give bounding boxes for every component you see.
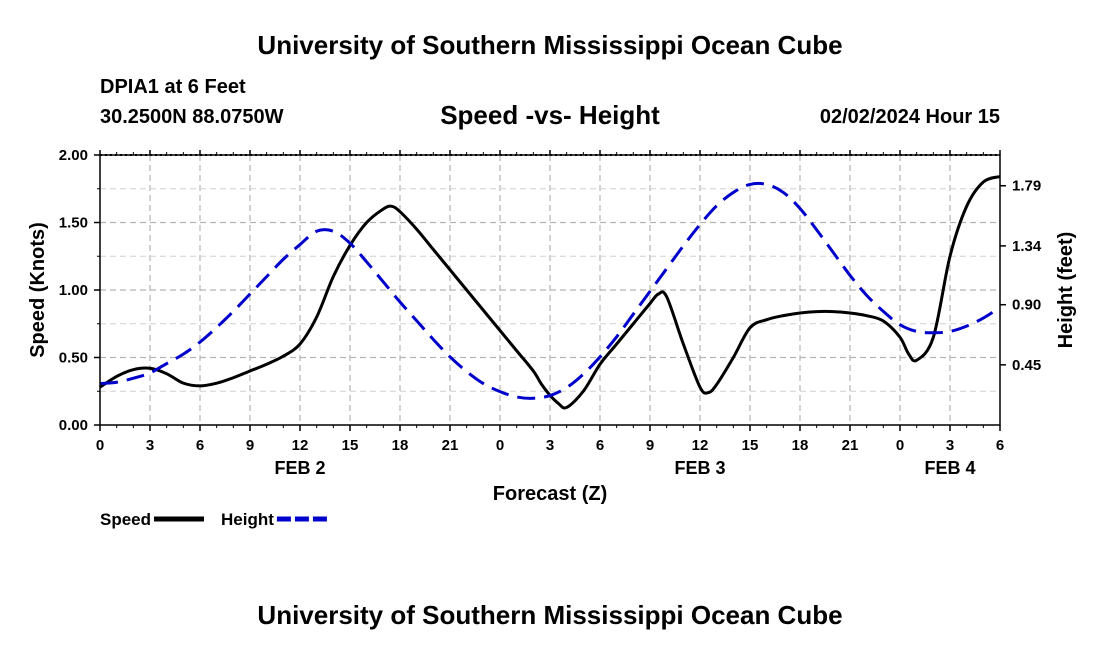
x-tick-label: 6 (196, 437, 204, 454)
series-line-speed (99, 175, 1001, 410)
series-layer (99, 175, 1001, 410)
y-right-axis-title: Height (feet) (1055, 232, 1077, 349)
x-tick-label: 0 (496, 437, 504, 454)
x-tick-label: 9 (246, 437, 254, 454)
footer-title: University of Southern Mississippi Ocean… (257, 600, 843, 630)
axes: 0 3 6 9 12 15 18 21 0 3 6 9 12 15 18 21 0 3 6 0.00 0.50 1.00 1… (27, 147, 1077, 505)
y-left-tick-label: 0.00 (59, 417, 88, 434)
grid (100, 155, 1000, 425)
legend-label-height: Height (221, 510, 274, 529)
x-tick-label: 6 (596, 437, 604, 454)
series-line-height (99, 181, 1001, 400)
x-axis-title: Forecast (Z) (493, 483, 607, 505)
x-tick-label: 9 (646, 437, 654, 454)
date-label: FEB 4 (924, 458, 975, 478)
y-right-tick-label: 0.90 (1012, 297, 1041, 314)
y-left-tick-label: 1.00 (59, 282, 88, 299)
forecast-datetime: 02/02/2024 Hour 15 (819, 106, 1000, 128)
legend-label-speed: Speed (100, 510, 151, 529)
x-tick-label: 6 (996, 437, 1004, 454)
x-tick-label: 12 (692, 437, 709, 454)
x-tick-label: 15 (342, 437, 359, 454)
y-left-axis-title: Speed (Knots) (27, 222, 49, 358)
x-tick-label: 3 (146, 437, 154, 454)
legend: Speed Height (100, 510, 327, 529)
chart-title: Speed -vs- Height (440, 100, 660, 130)
y-left-tick-label: 1.50 (59, 215, 88, 232)
x-tick-label: 3 (946, 437, 954, 454)
x-tick-label: 3 (546, 437, 554, 454)
y-left-tick-label: 2.00 (59, 147, 88, 164)
y-right-tick-label: 1.34 (1012, 238, 1042, 255)
y-right-tick-label: 0.45 (1012, 357, 1041, 374)
y-left-tick-label: 0.50 (59, 350, 88, 367)
station-coordinates: 30.2500N 88.0750W (100, 106, 284, 128)
x-tick-label: 21 (842, 437, 859, 454)
x-tick-label: 0 (96, 437, 104, 454)
x-tick-label: 18 (792, 437, 809, 454)
x-tick-label: 0 (896, 437, 904, 454)
x-tick-label: 21 (442, 437, 459, 454)
y-right-tick-label: 1.79 (1012, 178, 1041, 195)
date-label: FEB 3 (674, 458, 725, 478)
x-tick-label: 15 (742, 437, 759, 454)
x-tick-label: 18 (392, 437, 409, 454)
x-tick-label: 12 (292, 437, 309, 454)
main-title: University of Southern Mississippi Ocean… (257, 30, 843, 60)
station-name: DPIA1 at 6 Feet (100, 76, 246, 98)
date-label: FEB 2 (274, 458, 325, 478)
